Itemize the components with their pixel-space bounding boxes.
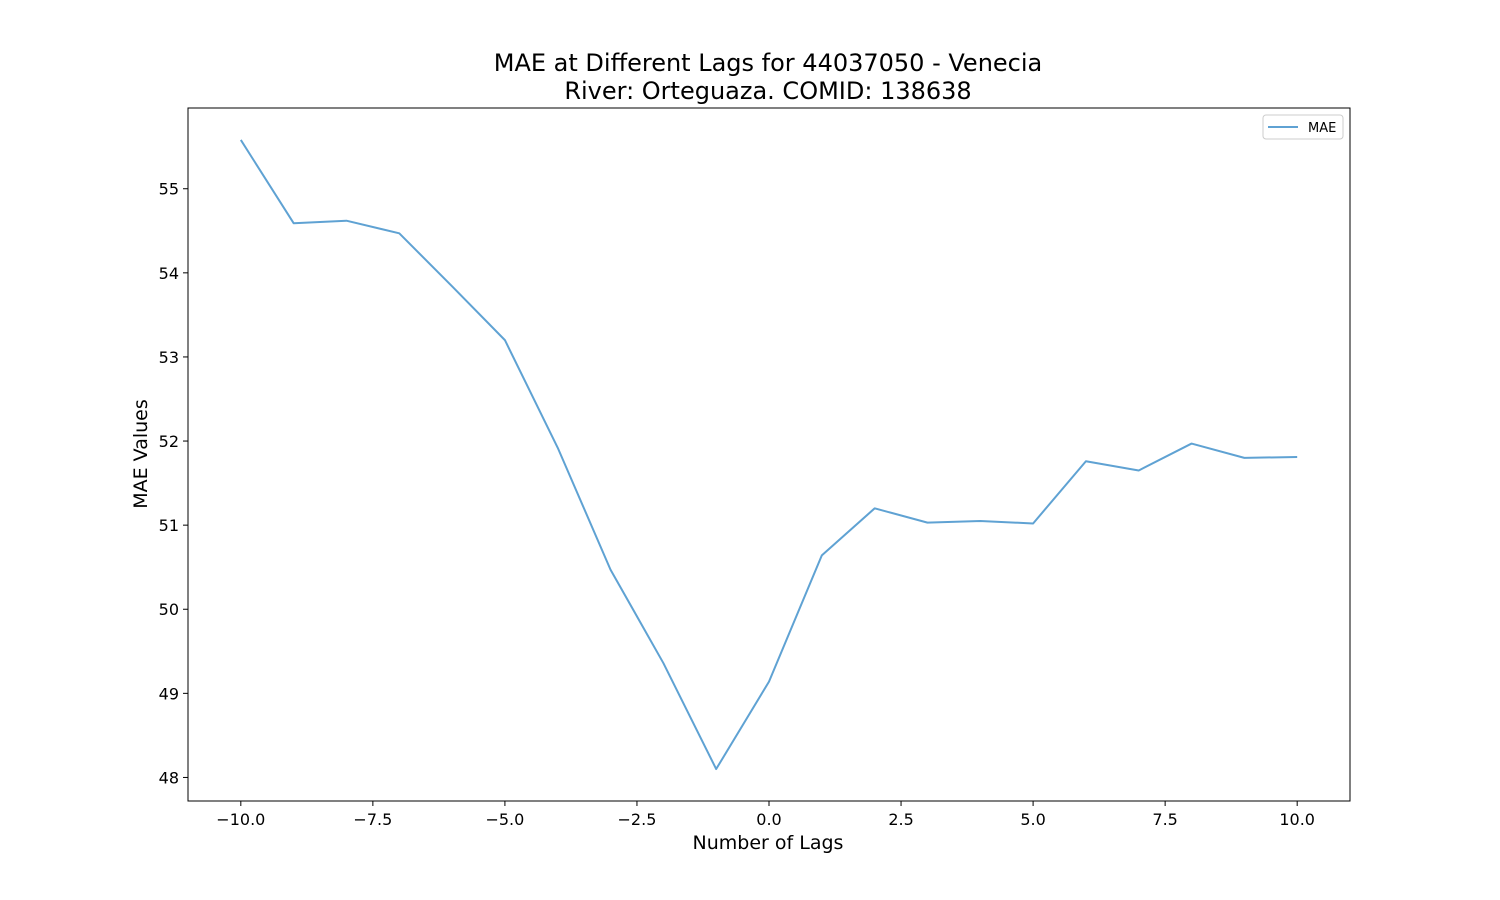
x-axis-ticks: −10.0 −7.5 −5.0 −2.5 0.0 2.5 5.0 7.5 10.0 [216, 801, 1315, 829]
chart-subtitle: River: Orteguaza. COMID: 138638 [564, 77, 971, 105]
y-axis-ticks: 48 49 50 51 52 53 54 55 [159, 180, 188, 787]
y-tick-label: 51 [159, 516, 179, 535]
x-axis-label: Number of Lags [693, 832, 844, 854]
x-tick-label: −7.5 [353, 810, 392, 829]
y-tick-label: 52 [159, 432, 179, 451]
x-tick-label: 5.0 [1020, 810, 1045, 829]
x-tick-label: 7.5 [1152, 810, 1177, 829]
legend-box [1262, 114, 1344, 140]
y-tick-label: 48 [159, 768, 179, 787]
y-tick-label: 53 [159, 348, 179, 367]
x-tick-label: −5.0 [485, 810, 524, 829]
y-axis-label: MAE Values [130, 399, 152, 509]
y-tick-label: 55 [159, 180, 179, 199]
legend: MAE [1262, 114, 1344, 140]
x-tick-label: −10.0 [216, 810, 265, 829]
series-layer [239, 139, 1298, 771]
x-tick-label: 0.0 [756, 810, 781, 829]
y-tick-label: 50 [159, 600, 179, 619]
y-tick-label: 54 [159, 264, 179, 283]
series-line-mae [239, 139, 1298, 771]
x-tick-label: 2.5 [888, 810, 913, 829]
x-tick-label: −2.5 [618, 810, 657, 829]
y-tick-label: 49 [159, 684, 179, 703]
legend-label-mae: MAE [1308, 121, 1336, 136]
x-tick-label: 10.0 [1279, 810, 1315, 829]
chart-title: MAE at Different Lags for 44037050 - Ven… [494, 49, 1042, 77]
